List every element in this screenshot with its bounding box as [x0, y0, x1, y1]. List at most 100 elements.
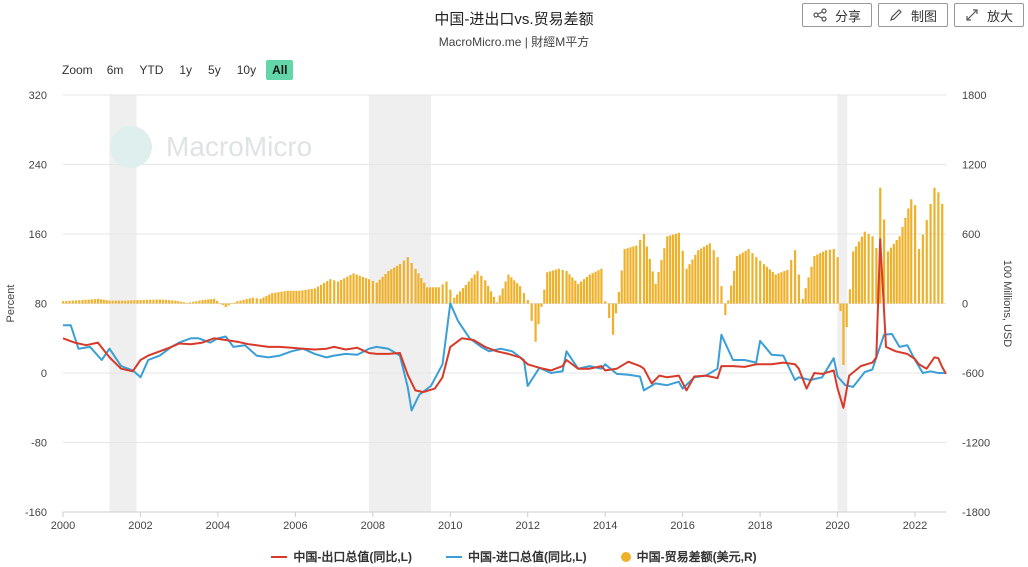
balance-bar [105, 300, 108, 304]
legend-item-balance[interactable]: 中国-贸易差额(美元,R) [620, 548, 757, 565]
balance-bar [629, 247, 632, 304]
x-tick-label: 2004 [206, 520, 230, 532]
import-series-line [63, 302, 946, 412]
balance-bar [87, 299, 90, 304]
balance-bar [681, 250, 684, 304]
balance-bar [783, 271, 786, 304]
zoom-1y-button[interactable]: 1y [179, 63, 193, 77]
balance-bar [518, 286, 522, 304]
balance-bar [304, 289, 307, 304]
balance-bar [907, 208, 910, 304]
balance-bar [90, 299, 93, 304]
zoom-5y-button[interactable]: 5y [208, 63, 221, 77]
balance-bar [700, 248, 703, 304]
balance-bar [600, 268, 603, 304]
balance-bar [551, 270, 555, 304]
balance-bar [319, 284, 323, 304]
zoom-10y-button[interactable]: 10y [236, 63, 257, 77]
balance-bar [614, 303, 618, 314]
balance-bar [431, 287, 435, 304]
legend-label-balance: 中国-贸易差额(美元,R) [636, 550, 757, 564]
balance-bar [396, 265, 399, 304]
balance-bar [860, 236, 863, 304]
balance-bar [771, 271, 774, 304]
balance-bar [557, 268, 560, 304]
balance-bar [582, 279, 586, 304]
x-tick-label: 2012 [515, 520, 539, 532]
balance-bar [810, 266, 813, 304]
balance-bar [437, 287, 440, 304]
zoom-all-button[interactable]: All [266, 60, 294, 80]
legend-item-import[interactable]: 中国-进口总值(同比,L) [446, 548, 587, 565]
balance-bar [694, 254, 697, 304]
balance-bar [759, 260, 762, 304]
balance-bar [201, 300, 204, 304]
x-tick-label: 2000 [51, 520, 75, 532]
balance-bar [423, 282, 426, 304]
watermark-text: MacroMicro [166, 131, 313, 162]
balance-bar [236, 301, 239, 304]
zoom-6m-button[interactable]: 6m [106, 63, 124, 77]
left-tick-label: 240 [29, 160, 47, 172]
left-tick-label: 320 [29, 90, 47, 102]
balance-bar [735, 256, 739, 304]
balance-bar [449, 289, 452, 304]
balance-bar [280, 291, 283, 304]
balance-bar [561, 269, 564, 304]
balance-bar [516, 283, 519, 304]
zoom-ytd-button[interactable]: YTD [139, 63, 164, 77]
balance-bar [326, 281, 329, 304]
legend-swatch-import [446, 555, 462, 558]
balance-bar [289, 290, 292, 304]
balance-bar [242, 299, 245, 304]
left-tick-label: 0 [41, 368, 47, 380]
balance-bar [473, 274, 476, 304]
share-button[interactable]: 分享 [802, 3, 872, 27]
expand-icon [966, 9, 978, 21]
x-tick-label: 2016 [670, 520, 694, 532]
balance-bar [340, 279, 343, 304]
balance-bar [453, 297, 456, 304]
balance-bar [349, 275, 352, 304]
balance-bar [669, 235, 672, 304]
balance-bar [230, 303, 233, 305]
left-tick-label: 160 [29, 229, 47, 241]
balance-bar [898, 236, 901, 304]
balance-bar [617, 291, 620, 304]
balance-bar [730, 285, 733, 304]
balance-bar [793, 250, 797, 304]
balance-bar [158, 299, 162, 304]
balance-bar [727, 300, 730, 304]
balance-bar [239, 300, 242, 304]
balance-bar [685, 268, 688, 304]
right-tick-label: -1800 [962, 507, 990, 519]
balance-bar [755, 257, 758, 304]
balance-bar [136, 300, 139, 304]
balance-bar [464, 284, 467, 304]
balance-bar [265, 295, 268, 304]
draw-chart-button[interactable]: 制图 [878, 3, 948, 27]
legend-item-export[interactable]: 中国-出口总值(同比,L) [271, 548, 412, 565]
balance-bar [892, 243, 895, 304]
balance-bar [883, 219, 886, 304]
balance-bar [180, 301, 183, 304]
balance-bar [71, 300, 74, 304]
balance-bar [343, 278, 346, 304]
balance-bar [854, 246, 858, 304]
balance-bar [355, 274, 358, 304]
balance-bar [484, 280, 487, 304]
balance-bar [642, 234, 646, 304]
balance-bar [375, 282, 378, 304]
balance-bar [371, 280, 375, 304]
balance-bar [307, 289, 310, 304]
balance-bar [937, 192, 940, 304]
legend-label-import: 中国-进口总值(同比,L) [468, 550, 587, 564]
balance-bar [316, 286, 320, 304]
balance-bar [910, 199, 913, 304]
balance-bar [108, 300, 111, 304]
balance-bar [323, 282, 326, 304]
expand-button[interactable]: 放大 [954, 3, 1024, 27]
x-tick-label: 2020 [825, 520, 849, 532]
balance-bar [480, 275, 483, 304]
balance-bar [925, 220, 928, 304]
